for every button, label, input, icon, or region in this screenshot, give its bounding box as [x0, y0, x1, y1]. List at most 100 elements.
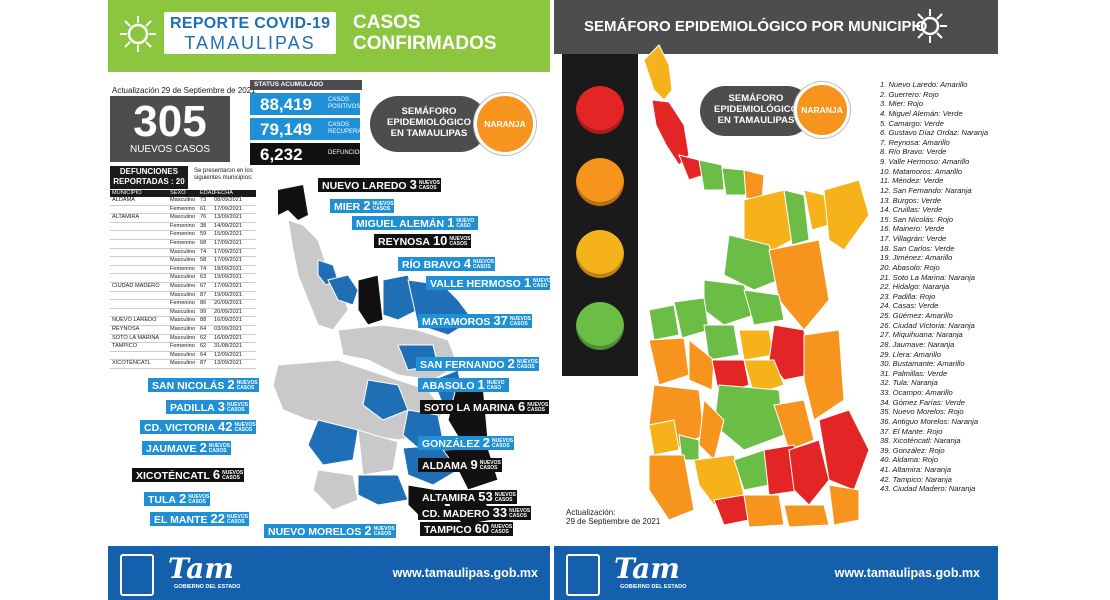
- deaths-table-row: Masculino 87 19/09/2021: [110, 292, 256, 301]
- stat-positive-value: 88,419: [260, 95, 312, 114]
- municipality-list-item: 19. Jiménez: Amarillo: [880, 253, 953, 263]
- municipality-list-item: 20. Abasolo: Rojo: [880, 262, 940, 272]
- state-seal-icon: [566, 554, 600, 596]
- stat-positive: 88,419 CASOS POSITIVOS: [250, 93, 360, 115]
- deaths-table-row: Masculino 64 12/09/2021: [110, 352, 256, 361]
- municipality-cases-label: CD. VICTORIA 42 NUEVOS CASOS: [140, 420, 257, 434]
- municipality-cases-label: REYNOSA 10 NUEVOS CASOS: [374, 234, 472, 248]
- deaths-table-row: Femenino 86 20/09/2021: [110, 300, 256, 309]
- deaths-table-row: SOTO LA MARINA Masculino 62 16/09/2021: [110, 335, 256, 344]
- municipality-cases-label: MATAMOROS 37 NUEVOS CASOS: [418, 314, 532, 328]
- municipality-cases-label: ALTAMIRA 53 NUEVOS CASOS: [418, 490, 517, 504]
- stat-deaths: 6,232 DEFUNCIONES: [250, 143, 372, 165]
- traffic-light-orange: [576, 158, 624, 206]
- covid-report-panel: REPORTE COVID-19 TAMAULIPAS CASOS CONFIR…: [108, 0, 550, 600]
- deaths-table-row: Femenino 38 14/09/2021: [110, 223, 256, 232]
- deaths-table-row: Femenino 61 17/09/2021: [110, 206, 256, 215]
- municipality-cases-label: ALDAMA 9 NUEVOS CASOS: [418, 458, 502, 472]
- municipality-list-item: 34. Gómez Farías: Verde: [880, 397, 965, 407]
- municipality-cases-label: MIER 2 NUEVOS CASOS: [330, 199, 395, 213]
- municipality-list-item: 16. Mainero: Verde: [880, 224, 945, 234]
- municipality-list-item: 14. Cruillas: Verde: [880, 205, 943, 215]
- deaths-table-row: REYNOSA Masculino 64 03/09/2021: [110, 326, 256, 335]
- virus-icon: [120, 16, 156, 52]
- municipality-list-item: 24. Casas: Verde: [880, 301, 939, 311]
- deaths-table-row: CIUDAD MADERO Masculino 67 17/09/2021: [110, 283, 256, 292]
- deaths-table-row: Femenino 59 15/09/2021: [110, 231, 256, 240]
- municipality-cases-label: CD. MADERO 33 NUEVOS CASOS: [418, 506, 532, 520]
- municipality-list-item: 9. Valle Hermoso: Amarillo: [880, 157, 970, 166]
- report-state: TAMAULIPAS: [184, 33, 316, 53]
- municipality-list-item: 3. Mier: Rojo: [880, 99, 924, 109]
- deaths-table: MUNICIPIO SEXO EDAD FECHA DEFUNCIÓN ALDA…: [110, 190, 256, 369]
- stat-deaths-value: 6,232: [260, 145, 303, 164]
- municipality-cases-label: SOTO LA MARINA 6 NUEVOS CASOS: [420, 400, 550, 414]
- municipality-list-item: 18. San Carlos: Verde: [880, 243, 955, 253]
- semaforo-title: SEMÁFORO EPIDEMIOLÓGICO POR MUNICIPIO: [584, 18, 928, 35]
- website-link[interactable]: www.tamaulipas.gob.mx: [392, 566, 538, 580]
- virus-icon: [913, 9, 947, 43]
- report-title: REPORTE COVID-19: [170, 15, 331, 32]
- municipality-list: 1. Nuevo Laredo: Amarillo 2. Guerrero: Ro…: [880, 80, 988, 494]
- municipality-list-item: 10. Matamoros: Amarillo: [880, 166, 963, 176]
- semaforo-map: [644, 44, 870, 528]
- footer: Tam GOBIERNO DEL ESTADO www.tamaulipas.g…: [108, 546, 550, 600]
- semaforo-header: [554, 0, 998, 54]
- deaths-note: Se presentaron en los siguientes municip…: [194, 168, 253, 181]
- municipality-list-item: 13. Burgos: Verde: [880, 195, 941, 205]
- semaforo-label: SEMÁFORO EPIDEMIOLÓGICO EN TAMAULIPAS: [700, 86, 812, 136]
- municipality-cases-label: VALLE HERMOSO 1 NUEVO CASO: [426, 276, 550, 290]
- stat-recovered: 79,149 CASOS RECUPERADOS: [250, 118, 374, 140]
- municipality-list-item: 4. Miguel Alemán: Verde: [880, 108, 963, 118]
- municipality-list-item: 27. Miquihuana: Naranja: [880, 330, 963, 340]
- municipality-list-item: 36. Antiguo Morelos: Naranja: [880, 416, 979, 426]
- deaths-table-row: Masculino 58 17/09/2021: [110, 257, 256, 266]
- municipality-list-item: 40. Aldama: Rojo: [880, 455, 938, 465]
- deaths-table-row: Masculino 63 19/09/2021: [110, 274, 256, 283]
- municipality-list-item: 32. Tula: Naranja: [880, 378, 938, 388]
- deaths-table-row: Masculino 74 17/09/2021: [110, 249, 256, 258]
- municipality-cases-label: SAN NICOLÁS 2 NUEVOS CASOS: [148, 378, 259, 392]
- municipality-cases-label: RÍO BRAVO 4 NUEVOS CASOS: [398, 257, 495, 271]
- municipality-list-item: 42. Tampico: Naranja: [880, 474, 952, 484]
- tam-logo: Tam: [168, 552, 234, 585]
- municipality-cases-label: NUEVO LAREDO 3 NUEVOS CASOS: [318, 178, 441, 192]
- cases-heading-line1: CASOS: [353, 12, 421, 33]
- municipality-cases-label: PADILLA 3 NUEVOS CASOS: [166, 400, 249, 414]
- traffic-light-green: [576, 302, 624, 350]
- deaths-table-row: NUEVO LAREDO Masculino 88 16/09/2021: [110, 317, 256, 326]
- municipality-cases-label: MIGUEL ALEMÁN 1 NUEVO CASO: [352, 216, 479, 230]
- municipality-list-item: 26. Ciudad Victoria: Naranja: [880, 320, 975, 330]
- municipality-list-item: 8. Río Bravo: Verde: [880, 147, 947, 157]
- semaforo-status-badge: NARANJA: [794, 82, 850, 138]
- traffic-light-yellow: [576, 230, 624, 278]
- website-link[interactable]: www.tamaulipas.gob.mx: [834, 566, 980, 580]
- state-seal-icon: [120, 554, 154, 596]
- municipality-list-item: 22. Hidalgo: Naranja: [880, 282, 950, 292]
- deaths-table-row: Femenino 68 17/09/2021: [110, 240, 256, 249]
- municipality-list-item: 7. Reynosa: Amarillo: [880, 137, 950, 147]
- traffic-light: [562, 54, 638, 376]
- municipality-cases-label: SAN FERNANDO 2 NUEVOS CASOS: [416, 357, 539, 371]
- tam-logo-subtitle: GOBIERNO DEL ESTADO: [174, 584, 241, 590]
- municipality-list-item: 35. Nuevo Morelos: Rojo: [880, 407, 964, 417]
- municipality-list-item: 5. Camargo: Verde: [880, 118, 944, 128]
- stat-recovered-label: CASOS RECUPERADOS: [328, 122, 375, 135]
- stat-positive-label: CASOS POSITIVOS: [328, 97, 361, 110]
- municipality-list-item: 1. Nuevo Laredo: Amarillo: [880, 80, 968, 89]
- municipality-list-item: 38. Xicoténcatl: Naranja: [880, 436, 961, 446]
- municipality-list-item: 41. Altamira: Naranja: [880, 465, 952, 474]
- cases-heading-line2: CONFIRMADOS: [353, 33, 497, 54]
- tam-logo: Tam: [614, 552, 680, 585]
- update-date: Actualización 29 de Septiembre de 2021: [112, 86, 256, 95]
- stat-deaths-label: DEFUNCIONES: [328, 150, 372, 156]
- deaths-table-row: TAMPICO Femenino 62 31/08/2021: [110, 343, 256, 352]
- semaforo-status-badge: NARANJA: [474, 93, 536, 155]
- new-cases-box: 305 NUEVOS CASOS: [110, 96, 230, 162]
- deaths-table-header: MUNICIPIO SEXO EDAD FECHA DEFUNCIÓN: [110, 190, 256, 203]
- footer: Tam GOBIERNO DEL ESTADO www.tamaulipas.g…: [554, 546, 998, 600]
- deaths-table-row: Femenino 74 18/09/2021: [110, 266, 256, 275]
- municipality-list-item: 33. Ocampo: Amarillo: [880, 388, 953, 397]
- stat-recovered-value: 79,149: [260, 120, 312, 139]
- municipality-cases-label: GONZÁLEZ 2 NUEVOS CASOS: [418, 436, 514, 450]
